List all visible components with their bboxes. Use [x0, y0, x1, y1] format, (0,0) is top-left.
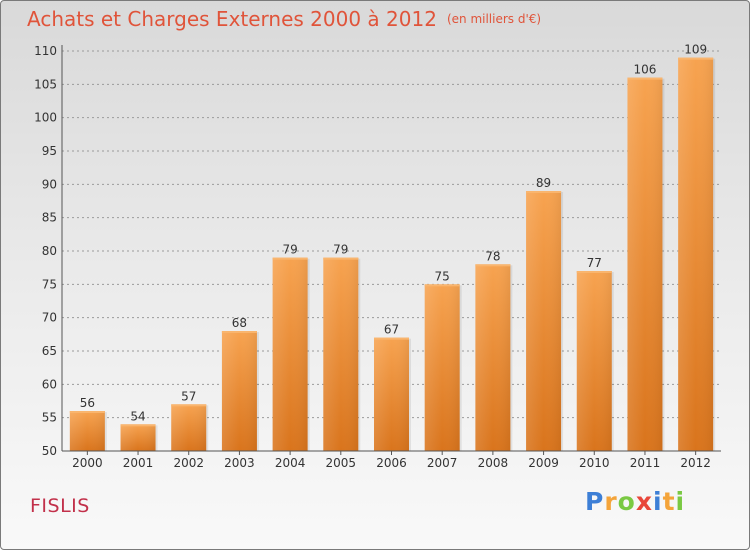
bar-highlight	[323, 257, 359, 451]
bar-cap	[120, 424, 156, 427]
y-tick-label: 75	[42, 277, 57, 291]
y-tick-label: 90	[42, 177, 57, 191]
bar-group[interactable]	[272, 257, 310, 451]
x-tick-label: 2006	[376, 456, 407, 470]
bar-highlight	[272, 257, 308, 451]
bar-cap	[576, 271, 612, 273]
logo-letter: t	[662, 487, 676, 516]
bar-highlight	[678, 57, 714, 452]
bar-group[interactable]	[374, 337, 411, 451]
bar-cap	[627, 77, 663, 80]
bar-highlight	[576, 271, 612, 451]
y-tick-label: 105	[34, 77, 57, 91]
y-tick-label: 50	[42, 444, 57, 458]
value-label: 78	[485, 249, 500, 263]
logo-letter: P	[585, 487, 605, 516]
bar-group[interactable]	[627, 77, 665, 452]
chart-unit: (en milliers d'€)	[446, 12, 542, 26]
y-tick-label: 110	[34, 44, 57, 58]
bar-group[interactable]	[221, 331, 259, 451]
bar-group[interactable]	[120, 424, 158, 451]
x-tick-label: 2004	[275, 456, 306, 470]
bar-cap	[475, 264, 511, 267]
bar-group[interactable]	[678, 57, 716, 452]
bar-cap	[323, 257, 359, 260]
value-label: 89	[536, 176, 551, 190]
value-label: 56	[80, 396, 95, 410]
bar-group[interactable]	[323, 257, 361, 451]
bars	[69, 57, 716, 452]
logo-letter: i	[675, 487, 686, 516]
x-tick-label: 2003	[224, 456, 255, 470]
x-tick-label: 2001	[123, 456, 154, 470]
value-label: 68	[232, 316, 247, 330]
commune-name: FISLIS	[30, 495, 90, 517]
x-tick-label: 2012	[680, 456, 711, 470]
bar-highlight	[374, 337, 409, 451]
bar-group[interactable]	[424, 284, 462, 451]
value-label: 67	[384, 323, 399, 337]
bar-cap	[171, 404, 207, 407]
bar-group[interactable]	[69, 411, 107, 451]
logo-letter: i	[653, 487, 663, 516]
y-tick-label: 80	[42, 244, 57, 258]
bar-cap	[424, 284, 460, 287]
value-label: 75	[435, 269, 450, 283]
bar-highlight	[69, 411, 105, 451]
y-tick-label: 85	[42, 211, 57, 225]
value-labels: 56 54 57 68 79 79 67 75 78 89 77 106 109	[80, 43, 707, 424]
x-tick-label: 2009	[528, 456, 559, 470]
y-tick-label: 70	[42, 311, 57, 325]
chart-title: Achats et Charges Externes 2000 à 2012	[27, 7, 437, 31]
bar-cap	[272, 257, 308, 260]
proxiti-logo[interactable]: Proxiti	[585, 487, 685, 516]
x-tick-label: 2008	[478, 456, 509, 470]
bar-group[interactable]	[526, 191, 564, 451]
bar-cap	[374, 337, 409, 340]
bar-cap	[221, 331, 257, 333]
logo-letter: r	[604, 487, 618, 516]
x-tick-label: 2007	[427, 456, 458, 470]
logo-letter: o	[617, 487, 636, 516]
bar-highlight	[526, 191, 562, 451]
value-label: 79	[333, 243, 348, 257]
bar-highlight	[120, 424, 156, 451]
bar-group[interactable]	[171, 404, 209, 451]
y-tick-label: 95	[42, 144, 57, 158]
x-tick-label: 2005	[326, 456, 357, 470]
bar-group[interactable]	[576, 271, 614, 451]
bar-cap	[526, 191, 562, 193]
bar-highlight	[627, 77, 663, 452]
y-tick-label: 100	[34, 111, 57, 125]
bar-highlight	[424, 284, 460, 451]
value-label: 106	[634, 63, 657, 77]
value-label: 54	[130, 409, 145, 423]
value-label: 77	[587, 256, 602, 270]
y-tick-label: 55	[42, 411, 57, 425]
logo-letter: x	[635, 487, 653, 516]
value-label: 57	[181, 389, 196, 403]
x-tick-label: 2000	[72, 456, 103, 470]
bar-highlight	[221, 331, 257, 451]
x-tick-label: 2010	[579, 456, 610, 470]
y-tick-label: 60	[42, 377, 57, 391]
bar-highlight	[171, 404, 207, 451]
x-tick-label: 2002	[173, 456, 204, 470]
axes: 50 55 60 65 70 75 80 85 90 95 100 105 110 2000 2001 200…	[34, 44, 721, 470]
bar-highlight	[475, 264, 511, 451]
title-block: Achats et Charges Externes 2000 à 2012 (e…	[27, 7, 541, 31]
bar-cap	[69, 411, 105, 413]
y-tick-label: 65	[42, 344, 57, 358]
bar-group[interactable]	[475, 264, 513, 451]
value-label: 79	[282, 243, 297, 257]
bar-cap	[678, 57, 714, 60]
value-label: 109	[684, 43, 707, 57]
x-tick-label: 2011	[630, 456, 661, 470]
